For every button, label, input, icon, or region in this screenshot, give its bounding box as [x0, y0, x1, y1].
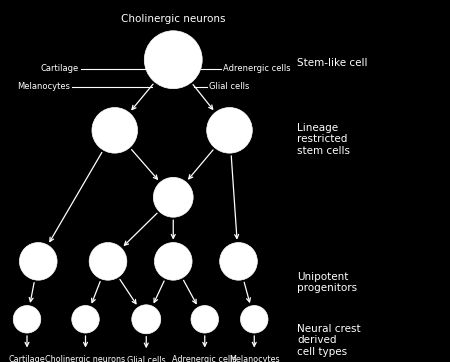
Ellipse shape: [132, 305, 161, 334]
Ellipse shape: [207, 108, 252, 153]
Ellipse shape: [144, 31, 202, 89]
Ellipse shape: [153, 177, 193, 217]
Text: Glial cells: Glial cells: [209, 83, 250, 91]
Ellipse shape: [154, 243, 192, 280]
Text: Cholinergic neurons: Cholinergic neurons: [121, 14, 225, 24]
Ellipse shape: [220, 243, 257, 280]
Text: Adrenergic cells: Adrenergic cells: [172, 355, 237, 362]
Ellipse shape: [89, 243, 127, 280]
Text: Unipotent
progenitors: Unipotent progenitors: [297, 272, 357, 293]
Ellipse shape: [92, 108, 138, 153]
Ellipse shape: [240, 306, 268, 333]
Ellipse shape: [13, 306, 41, 333]
Text: Cartilage: Cartilage: [40, 64, 79, 73]
Ellipse shape: [72, 306, 99, 333]
Text: Lineage
restricted
stem cells: Lineage restricted stem cells: [297, 123, 350, 156]
Text: Cartilage: Cartilage: [9, 355, 45, 362]
Text: Glial cells: Glial cells: [127, 356, 166, 362]
Ellipse shape: [19, 243, 57, 280]
Text: Stem-like cell: Stem-like cell: [297, 58, 368, 68]
Text: Adrenergic cells: Adrenergic cells: [223, 64, 290, 73]
Text: Melanocytes: Melanocytes: [229, 355, 279, 362]
Text: Neural crest
derived
cell types: Neural crest derived cell types: [297, 324, 360, 357]
Text: Melanocytes: Melanocytes: [17, 83, 70, 91]
Text: Cholinergic neurons: Cholinergic neurons: [45, 355, 126, 362]
Ellipse shape: [191, 306, 219, 333]
